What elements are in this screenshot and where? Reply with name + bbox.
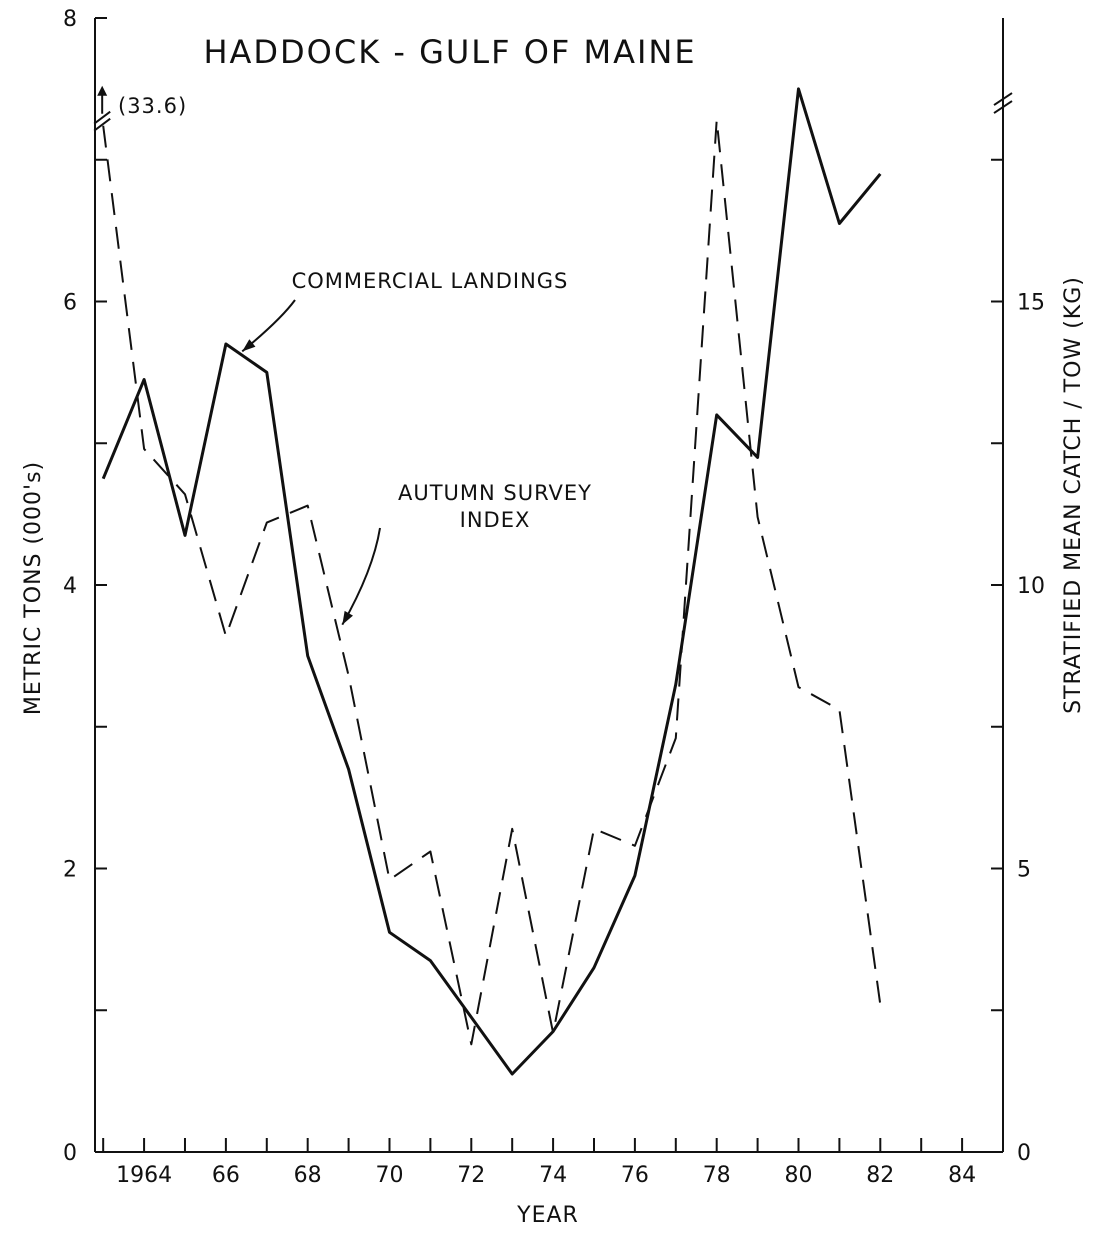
annotation-autumn-survey-line2: INDEX (460, 508, 531, 532)
y-left-tick-label: 2 (63, 858, 77, 883)
annotation-offscale-value: (33.6) (118, 94, 187, 118)
y-right-tick-label: 15 (1017, 291, 1045, 316)
x-tick-label: 78 (703, 1163, 731, 1188)
y-left-tick-label: 6 (63, 291, 77, 316)
x-tick-label: 72 (457, 1163, 485, 1188)
x-tick-label: 84 (948, 1163, 976, 1188)
x-tick-label: 82 (866, 1163, 894, 1188)
y-left-tick-label: 4 (63, 574, 77, 599)
offscale-break-mark (93, 117, 111, 132)
x-axis-title: YEAR (516, 1203, 579, 1228)
autumn-survey-pointer-head (342, 610, 353, 625)
y-left-tick-label: 0 (63, 1141, 77, 1166)
y-axis-right-title: STRATIFIED MEAN CATCH / TOW (KG) (1061, 276, 1086, 714)
text-group: HADDOCK - GULF OF MAINE YEAR METRIC TONS… (21, 33, 1086, 1228)
y-right-tick-label: 5 (1017, 858, 1031, 883)
chart-title: HADDOCK - GULF OF MAINE (203, 33, 696, 71)
x-tick-label: 70 (375, 1163, 403, 1188)
annotation-autumn-survey-line1: AUTUMN SURVEY (398, 481, 592, 505)
autumn-survey-index-line (102, 119, 882, 1046)
annotation-commercial-landings: COMMERCIAL LANDINGS (292, 269, 569, 293)
offscale-arrow-head (97, 85, 108, 96)
y-left-tick-label: 8 (63, 7, 77, 32)
x-tick-label: 66 (212, 1163, 240, 1188)
offscale-break-mark (93, 110, 111, 125)
axis-break-mark (993, 100, 1013, 114)
x-tick-label: 76 (621, 1163, 649, 1188)
y-axis-left-title: METRIC TONS (000's) (21, 461, 46, 715)
commercial-landings-line (101, 87, 882, 1076)
x-tick-label: 1964 (116, 1163, 172, 1188)
x-tick-label: 68 (294, 1163, 322, 1188)
autumn-survey-pointer (341, 527, 381, 626)
y-right-tick-label: 0 (1017, 1141, 1031, 1166)
series-group (93, 85, 882, 1076)
axis-break-mark (993, 92, 1013, 106)
x-tick-label: 74 (539, 1163, 567, 1188)
y-right-tick-label: 10 (1017, 574, 1045, 599)
x-tick-label: 80 (784, 1163, 812, 1188)
commercial-landings-pointer-head (242, 339, 256, 352)
